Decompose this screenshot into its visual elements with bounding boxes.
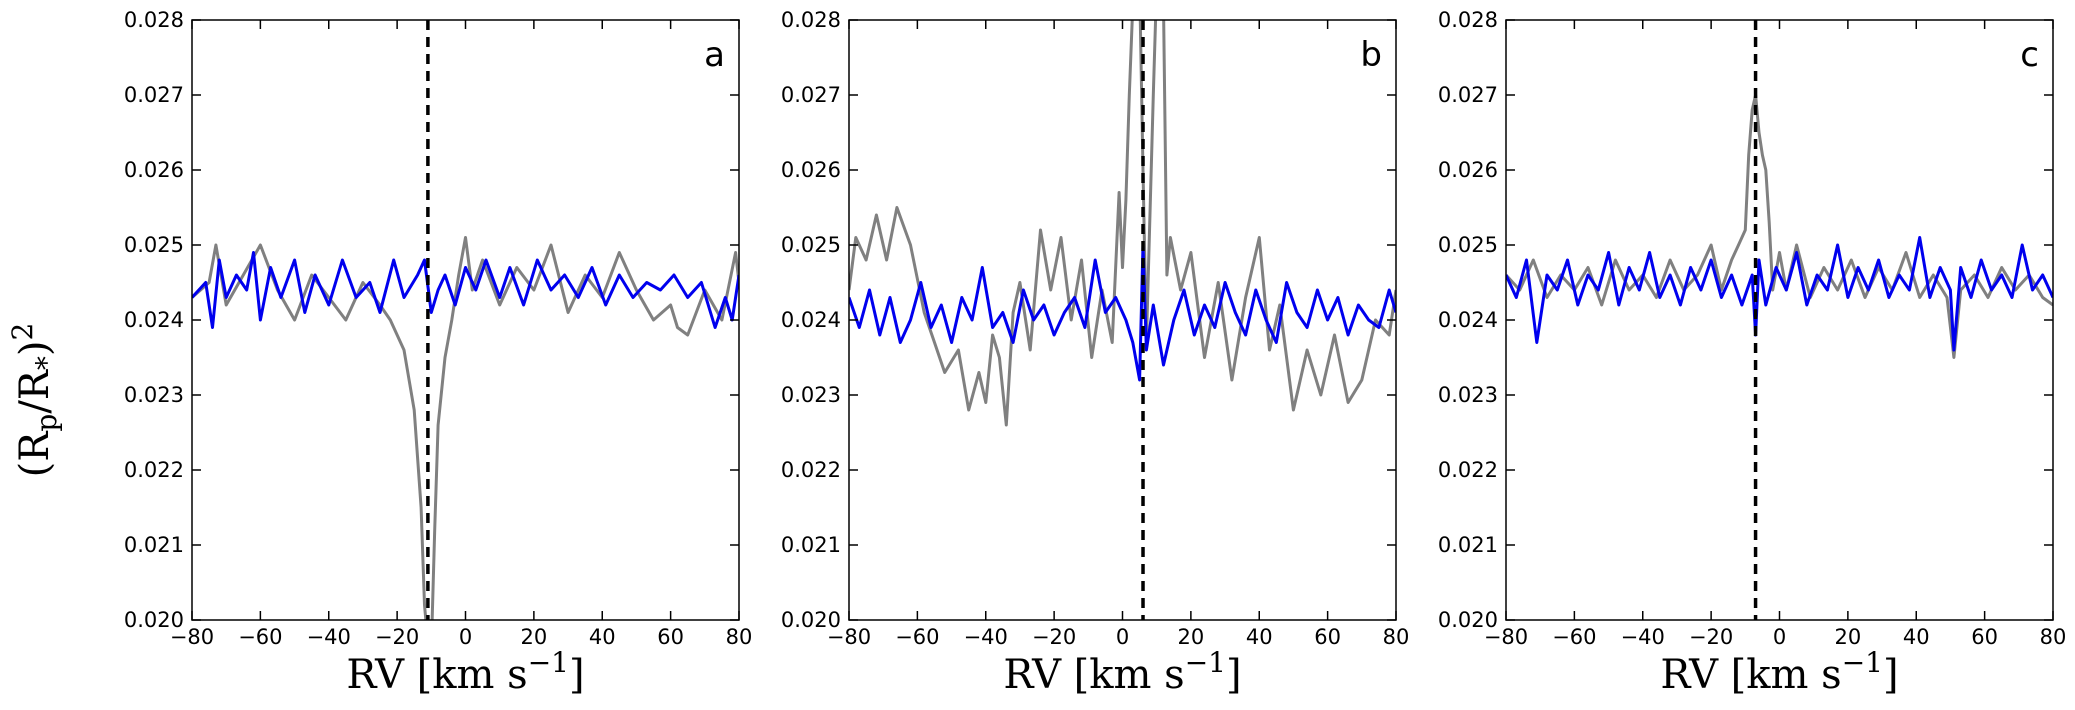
x-axis-label-sup: −1 [528, 646, 569, 679]
y-tick-label: 0.023 [1438, 383, 1498, 407]
series-line-corrected [192, 251, 739, 329]
x-tick-label: 40 [1903, 625, 1930, 649]
x-tick-label: −40 [1621, 625, 1665, 649]
x-tick-label: −60 [895, 625, 939, 649]
panel-letter: b [1360, 35, 1382, 75]
x-tick-label: −20 [1032, 625, 1076, 649]
y-tick-label: 0.023 [124, 383, 184, 407]
x-axis-label-close: ] [569, 652, 585, 698]
x-tick-label: −60 [1552, 625, 1596, 649]
figure-ylabel: (Rp/R*)2 [6, 323, 63, 478]
x-axis-label: RV [km s−1] [1003, 646, 1241, 698]
x-tick-label: −40 [307, 625, 351, 649]
y-tick-label: 0.023 [781, 383, 841, 407]
series-group [192, 20, 739, 620]
x-tick-label: −80 [170, 625, 214, 649]
y-tick-label: 0.026 [1438, 158, 1498, 182]
ylabel-close: ) [12, 340, 58, 356]
x-tick-label: −80 [827, 625, 871, 649]
x-tick-label: 0 [1116, 625, 1129, 649]
y-tick-label: 0.024 [781, 308, 841, 332]
x-tick-label: −60 [238, 625, 282, 649]
x-tick-label: 20 [1835, 625, 1862, 649]
y-tick-label: 0.026 [781, 158, 841, 182]
y-tick-label: 0.025 [1438, 233, 1498, 257]
x-axis-label-sup: −1 [1842, 646, 1883, 679]
x-axis-label: RV [km s−1] [346, 646, 584, 698]
x-tick-label: 80 [2040, 625, 2067, 649]
y-tick-label: 0.028 [1438, 8, 1498, 32]
ylabel-sub-p: p [30, 414, 63, 432]
y-tick-label: 0.026 [124, 158, 184, 182]
series-line-uncorrected [1506, 93, 2053, 359]
x-tick-label: 60 [657, 625, 684, 649]
series-group [1506, 20, 2053, 620]
series-line-corrected [1506, 236, 2053, 352]
x-tick-label: −20 [375, 625, 419, 649]
x-axis-label-close: ] [1226, 652, 1242, 698]
panels: 0.020 0.021 0.022 0.023 0.024 0.025 0.026 0.027… [124, 8, 2066, 698]
panel-letter: a [704, 35, 725, 75]
y-tick-label: 0.024 [1438, 308, 1498, 332]
plot-frame [848, 19, 1397, 621]
y-tick-label: 0.028 [124, 8, 184, 32]
y-tick-label: 0.027 [781, 83, 841, 107]
x-tick-label: 20 [521, 625, 548, 649]
x-axis-label-main: RV [km s [1003, 652, 1184, 698]
series-line-uncorrected [849, 20, 1396, 427]
y-tick-label: 0.022 [1438, 458, 1498, 482]
x-tick-label: 80 [1383, 625, 1410, 649]
x-tick-label: −20 [1689, 625, 1733, 649]
series-line-uncorrected [192, 236, 739, 620]
series-line-corrected [849, 243, 1396, 382]
x-axis-label-sup: −1 [1185, 646, 1226, 679]
x-axis-label-main: RV [km s [346, 652, 527, 698]
x-tick-label: 60 [1314, 625, 1341, 649]
x-tick-label: 20 [1178, 625, 1205, 649]
y-tick-label: 0.027 [124, 83, 184, 107]
ylabel-mid: /R [12, 368, 58, 413]
x-axis-label-close: ] [1883, 652, 1899, 698]
series-group [849, 20, 1396, 620]
y-tick-label: 0.028 [781, 8, 841, 32]
plot-frame [191, 19, 740, 621]
x-tick-label: 60 [1971, 625, 1998, 649]
y-tick-label: 0.021 [781, 533, 841, 557]
plot-frame [1505, 19, 2054, 621]
x-tick-label: −80 [1484, 625, 1528, 649]
y-tick-label: 0.021 [124, 533, 184, 557]
y-tick-label: 0.020 [781, 608, 841, 632]
ylabel-sup-2: 2 [6, 323, 39, 341]
x-tick-label: 40 [589, 625, 616, 649]
x-axis-label: RV [km s−1] [1660, 646, 1898, 698]
y-tick-label: 0.022 [124, 458, 184, 482]
y-tick-label: 0.021 [1438, 533, 1498, 557]
y-tick-label: 0.025 [781, 233, 841, 257]
x-tick-label: −40 [964, 625, 1008, 649]
ylabel-open: (R [12, 430, 58, 478]
y-tick-label: 0.025 [124, 233, 184, 257]
y-tick-label: 0.027 [1438, 83, 1498, 107]
panel-letter: c [2020, 35, 2039, 75]
x-tick-label: 80 [726, 625, 753, 649]
x-tick-label: 0 [1773, 625, 1786, 649]
x-tick-label: 40 [1246, 625, 1273, 649]
panel-b: 0.020 0.021 0.022 0.023 0.024 0.025 0.026 0.027… [781, 8, 1410, 698]
x-tick-label: 0 [459, 625, 472, 649]
panel-c: 0.020 0.021 0.022 0.023 0.024 0.025 0.026 0.027… [1438, 8, 2066, 698]
ylabel-sub-star: * [30, 356, 63, 370]
y-tick-label: 0.024 [124, 308, 184, 332]
y-tick-label: 0.020 [124, 608, 184, 632]
x-axis-label-main: RV [km s [1660, 652, 1841, 698]
svg-text:(Rp/R*)2: (Rp/R*)2 [6, 323, 63, 478]
y-tick-label: 0.020 [1438, 608, 1498, 632]
y-tick-label: 0.022 [781, 458, 841, 482]
panel-a: 0.020 0.021 0.022 0.023 0.024 0.025 0.026 0.027… [124, 8, 752, 698]
